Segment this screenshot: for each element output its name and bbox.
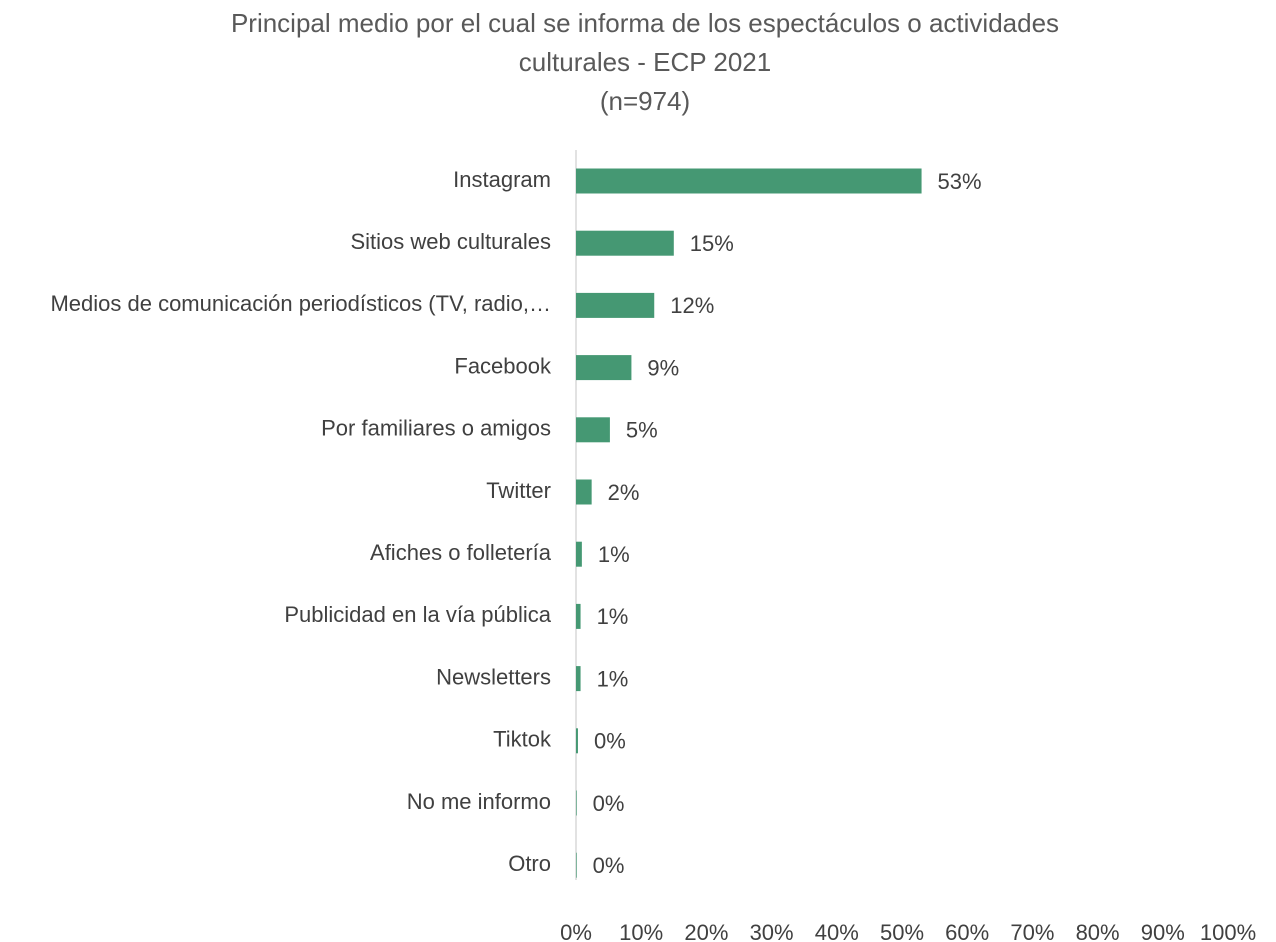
- chart-title-line-2: culturales - ECP 2021: [518, 47, 772, 77]
- x-tick-label: 80%: [1076, 920, 1120, 942]
- x-tick-label: 90%: [1141, 920, 1185, 942]
- x-tick-label: 100%: [1200, 920, 1256, 942]
- x-tick-label: 40%: [815, 920, 859, 942]
- bar: [576, 541, 582, 567]
- x-tick-label: 50%: [880, 920, 924, 942]
- bar: [576, 292, 655, 318]
- data-label: 1%: [597, 666, 629, 691]
- bar: [576, 417, 610, 443]
- x-tick-label: 30%: [750, 920, 794, 942]
- x-tick-label: 20%: [684, 920, 728, 942]
- category-label: Tiktok: [493, 727, 552, 752]
- x-tick-label: 60%: [945, 920, 989, 942]
- data-label: 0%: [593, 791, 625, 816]
- category-label: Afiches o folletería: [370, 540, 552, 565]
- bar: [576, 728, 578, 754]
- bar: [576, 666, 581, 692]
- data-label: 53%: [938, 169, 982, 194]
- category-label: Newsletters: [436, 664, 551, 689]
- category-label: Twitter: [486, 478, 551, 503]
- chart-title-line-3: (n=974): [599, 86, 691, 116]
- data-label: 12%: [670, 293, 714, 318]
- x-tick-label: 70%: [1010, 920, 1054, 942]
- data-label: 0%: [593, 853, 625, 878]
- chart-title-line-1: Principal medio por el cual se informa d…: [230, 8, 1060, 38]
- data-label: 2%: [608, 480, 640, 505]
- bar: [576, 355, 632, 381]
- data-label: 0%: [594, 729, 626, 754]
- data-label: 5%: [626, 418, 658, 443]
- category-label: Otro: [508, 851, 551, 876]
- bar: [576, 852, 577, 878]
- x-tick-label: 0%: [560, 920, 592, 942]
- data-label: 1%: [597, 604, 629, 629]
- bar: [576, 790, 577, 816]
- bar: [576, 230, 674, 256]
- data-label: 9%: [647, 355, 679, 380]
- bar: [576, 479, 592, 505]
- category-label: Facebook: [454, 353, 552, 378]
- data-label: 15%: [690, 231, 734, 256]
- category-label: No me informo: [407, 789, 551, 814]
- category-label: Medios de comunicación periodísticos (TV…: [50, 291, 551, 316]
- bar: [576, 168, 922, 194]
- chart-title: Principal medio por el cual se informa d…: [0, 4, 1276, 121]
- bar: [576, 603, 581, 629]
- category-label: Instagram: [453, 167, 551, 192]
- category-label: Por familiares o amigos: [321, 416, 551, 441]
- data-label: 1%: [598, 542, 630, 567]
- x-tick-label: 10%: [619, 920, 663, 942]
- category-label: Sitios web culturales: [350, 229, 551, 254]
- category-label: Publicidad en la vía pública: [284, 602, 551, 627]
